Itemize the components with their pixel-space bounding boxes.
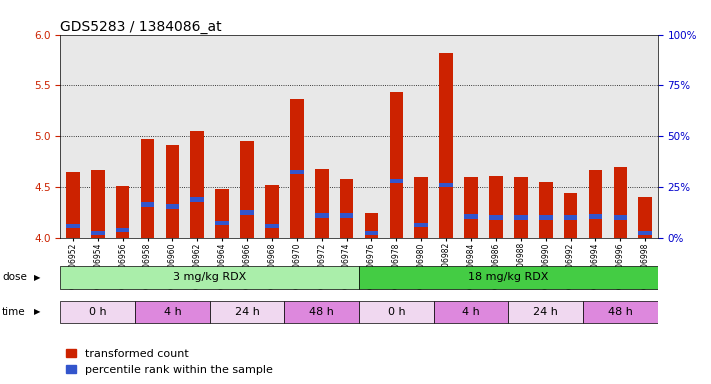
- Text: 24 h: 24 h: [235, 306, 260, 316]
- Bar: [415, 177, 428, 238]
- Bar: [564, 193, 577, 238]
- Bar: [166, 146, 179, 238]
- Bar: [265, 223, 279, 228]
- Bar: [166, 204, 179, 209]
- Text: 0 h: 0 h: [89, 306, 107, 316]
- Bar: [589, 214, 602, 219]
- Bar: [514, 177, 528, 238]
- Bar: [60, 266, 359, 289]
- Text: dose: dose: [2, 272, 27, 283]
- Bar: [365, 231, 378, 235]
- Bar: [116, 186, 129, 238]
- Bar: [439, 53, 453, 238]
- Bar: [415, 223, 428, 227]
- Bar: [66, 172, 80, 238]
- Bar: [539, 215, 552, 220]
- Text: 48 h: 48 h: [608, 306, 633, 316]
- Bar: [439, 183, 453, 187]
- Bar: [638, 197, 652, 238]
- Bar: [464, 214, 478, 219]
- Bar: [508, 301, 583, 323]
- Bar: [315, 214, 328, 218]
- Bar: [91, 170, 105, 238]
- Bar: [390, 91, 403, 238]
- Text: 48 h: 48 h: [309, 306, 334, 316]
- Bar: [464, 177, 478, 238]
- Bar: [638, 231, 652, 235]
- Text: time: time: [2, 307, 26, 317]
- Bar: [215, 189, 229, 238]
- Bar: [359, 301, 434, 323]
- Text: 3 mg/kg RDX: 3 mg/kg RDX: [173, 272, 247, 282]
- Bar: [135, 301, 210, 323]
- Text: 4 h: 4 h: [462, 306, 480, 316]
- Bar: [141, 139, 154, 238]
- Bar: [240, 141, 254, 238]
- Bar: [489, 215, 503, 220]
- Bar: [340, 179, 353, 238]
- Bar: [614, 215, 627, 220]
- Text: ▶: ▶: [34, 308, 41, 316]
- Bar: [215, 220, 229, 225]
- Bar: [290, 99, 304, 238]
- Bar: [583, 301, 658, 323]
- Text: GDS5283 / 1384086_at: GDS5283 / 1384086_at: [60, 20, 222, 33]
- Bar: [614, 167, 627, 238]
- Bar: [290, 170, 304, 174]
- Bar: [60, 301, 135, 323]
- Bar: [365, 213, 378, 238]
- Legend: transformed count, percentile rank within the sample: transformed count, percentile rank withi…: [66, 349, 273, 375]
- Bar: [489, 176, 503, 238]
- Bar: [564, 215, 577, 220]
- Bar: [116, 228, 129, 232]
- Text: ▶: ▶: [34, 273, 41, 282]
- Bar: [240, 210, 254, 215]
- Bar: [141, 202, 154, 207]
- Bar: [539, 182, 552, 238]
- Bar: [191, 197, 204, 202]
- Bar: [340, 214, 353, 218]
- Text: 4 h: 4 h: [164, 306, 181, 316]
- Bar: [390, 179, 403, 184]
- Bar: [284, 301, 359, 323]
- Bar: [66, 223, 80, 228]
- Text: 24 h: 24 h: [533, 306, 558, 316]
- Bar: [191, 131, 204, 238]
- Bar: [265, 185, 279, 238]
- Bar: [589, 170, 602, 238]
- Bar: [315, 169, 328, 238]
- Bar: [514, 215, 528, 220]
- Bar: [91, 231, 105, 235]
- Bar: [210, 301, 284, 323]
- Text: 0 h: 0 h: [387, 306, 405, 316]
- Text: 18 mg/kg RDX: 18 mg/kg RDX: [468, 272, 549, 282]
- Bar: [434, 301, 508, 323]
- Bar: [359, 266, 658, 289]
